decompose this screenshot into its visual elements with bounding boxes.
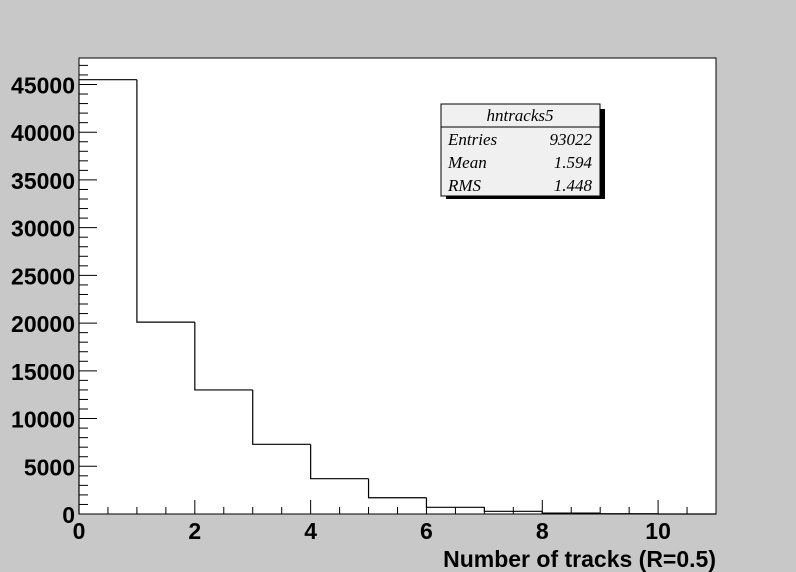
y-tick-label: 20000 (11, 311, 75, 337)
y-tick-label: 40000 (11, 120, 75, 146)
histogram-bin-1 (136, 79, 195, 323)
axes (78, 58, 717, 515)
stats-rms-value: 1.448 (554, 176, 593, 195)
histogram-bin-4 (310, 444, 369, 480)
x-tick-labels: 0 2 4 6 8 10 (73, 518, 671, 544)
stats-entries-value: 93022 (550, 130, 593, 149)
x-tick-label: 2 (188, 518, 201, 544)
stats-mean-label: Mean (447, 153, 487, 172)
y-tick-label: 5000 (24, 454, 75, 480)
histogram-bin-3 (252, 389, 311, 445)
stats-rms-label: RMS (447, 176, 482, 195)
histogram-bin-2 (194, 322, 253, 391)
x-tick-label: 8 (536, 518, 549, 544)
x-tick-label: 6 (420, 518, 433, 544)
x-axis-title: Number of tracks (R=0.5) (443, 546, 716, 572)
y-tick-labels: 0 5000 10000 15000 20000 25000 30000 35000 40000… (11, 72, 75, 528)
y-tick-label: 35000 (11, 168, 75, 194)
stats-title: hntracks5 (486, 106, 553, 125)
stats-box: hntracks5 Entries 93022 Mean 1.594 RMS 1… (440, 103, 605, 199)
x-tick-label: 0 (73, 518, 86, 544)
x-tick-label: 4 (304, 518, 317, 544)
stats-mean-value: 1.594 (554, 153, 593, 172)
y-tick-label: 30000 (11, 216, 75, 242)
y-tick-label: 0 (62, 502, 75, 528)
stats-entries-label: Entries (447, 130, 497, 149)
x-tick-label: 10 (645, 518, 671, 544)
y-tick-label: 10000 (11, 407, 75, 433)
plot-frame (78, 57, 717, 515)
histogram-bin-5 (367, 478, 427, 499)
y-tick-label: 45000 (11, 72, 75, 98)
y-tick-label: 25000 (11, 263, 75, 289)
y-tick-label: 15000 (11, 359, 75, 385)
